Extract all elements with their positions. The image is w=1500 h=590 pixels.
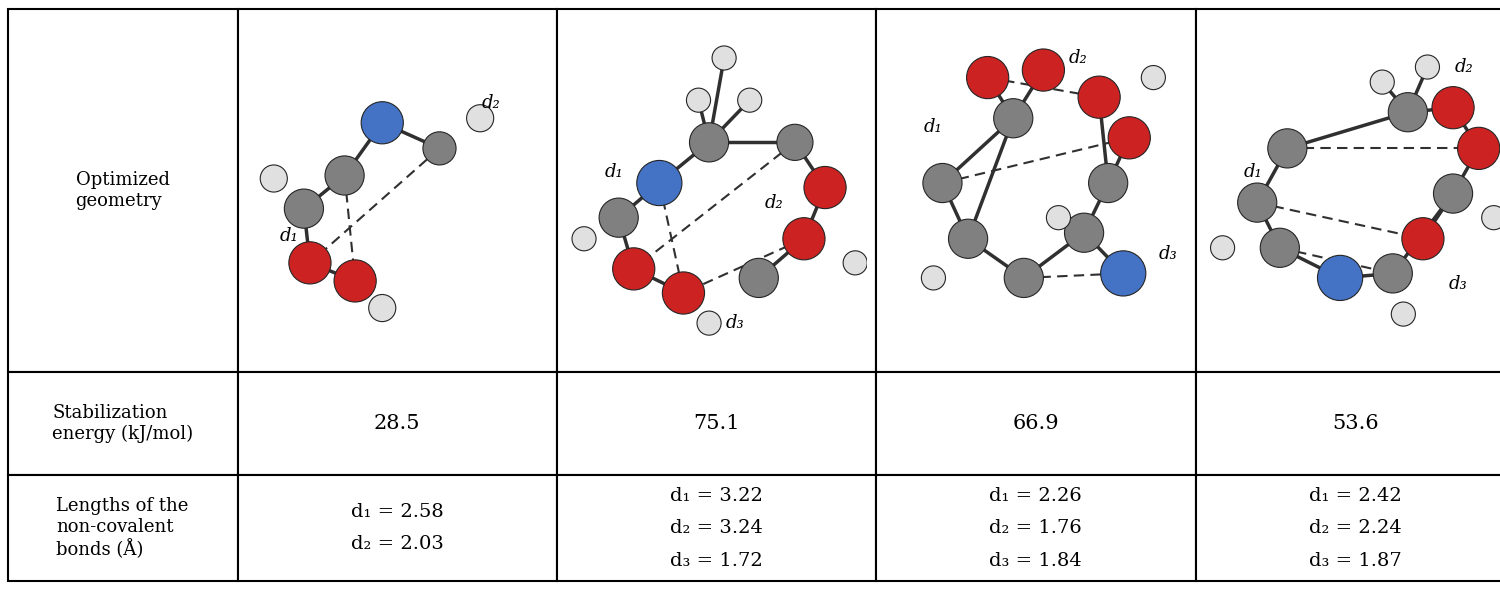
Circle shape: [1482, 206, 1500, 230]
Text: d₂ = 2.24: d₂ = 2.24: [1310, 519, 1401, 537]
Text: d₂: d₂: [765, 194, 783, 212]
Circle shape: [572, 227, 596, 251]
Text: d₁ = 2.42: d₁ = 2.42: [1310, 487, 1401, 505]
Text: d₂ = 3.24: d₂ = 3.24: [670, 519, 764, 537]
Circle shape: [1416, 55, 1440, 79]
Circle shape: [1434, 174, 1473, 213]
Text: d₁: d₁: [279, 227, 298, 245]
Circle shape: [362, 101, 404, 144]
Text: Lengths of the
non-covalent
bonds (Å): Lengths of the non-covalent bonds (Å): [57, 497, 189, 559]
Bar: [8, 372, 237, 476]
Circle shape: [1458, 127, 1500, 169]
Circle shape: [1065, 213, 1104, 253]
Text: d₃: d₃: [1160, 245, 1178, 263]
Bar: [876, 372, 1196, 476]
Text: d₃ = 1.87: d₃ = 1.87: [1310, 552, 1401, 570]
Bar: [237, 9, 556, 372]
Circle shape: [804, 166, 846, 209]
Circle shape: [369, 294, 396, 322]
Text: Stabilization
energy (kJ/mol): Stabilization energy (kJ/mol): [53, 404, 194, 443]
Text: 66.9: 66.9: [1013, 414, 1059, 433]
Circle shape: [326, 156, 364, 195]
Circle shape: [690, 123, 729, 162]
Text: d₂ = 1.76: d₂ = 1.76: [990, 519, 1082, 537]
Circle shape: [636, 160, 682, 206]
Circle shape: [843, 251, 867, 275]
Bar: [556, 372, 876, 476]
Circle shape: [1089, 163, 1128, 202]
Bar: [8, 476, 237, 581]
Bar: [1196, 476, 1500, 581]
Circle shape: [1101, 251, 1146, 296]
Circle shape: [738, 88, 762, 112]
Text: d₂: d₂: [482, 94, 500, 112]
Circle shape: [687, 88, 711, 112]
Circle shape: [993, 99, 1033, 138]
Text: d₃: d₃: [1448, 275, 1467, 293]
Bar: [556, 9, 876, 372]
Text: Optimized
geometry: Optimized geometry: [75, 171, 170, 210]
Text: d₃ = 1.84: d₃ = 1.84: [990, 552, 1082, 570]
Circle shape: [1402, 218, 1444, 260]
Text: d₁ = 2.26: d₁ = 2.26: [990, 487, 1082, 505]
Circle shape: [260, 165, 288, 192]
Circle shape: [1260, 228, 1299, 267]
Circle shape: [783, 218, 825, 260]
Circle shape: [423, 132, 456, 165]
Text: d₁ = 3.22: d₁ = 3.22: [670, 487, 764, 505]
Circle shape: [598, 198, 639, 237]
Bar: [556, 476, 876, 581]
Text: d₁: d₁: [1244, 163, 1262, 182]
Circle shape: [466, 104, 494, 132]
Text: d₁ = 2.58: d₁ = 2.58: [351, 503, 444, 521]
Circle shape: [663, 272, 705, 314]
Circle shape: [334, 260, 376, 302]
Circle shape: [1004, 258, 1044, 297]
Circle shape: [1238, 183, 1276, 222]
Circle shape: [1317, 255, 1362, 300]
Text: d₂: d₂: [1068, 49, 1088, 67]
Text: 28.5: 28.5: [374, 414, 420, 433]
Circle shape: [1432, 87, 1474, 129]
Circle shape: [285, 189, 324, 228]
Bar: [1196, 9, 1500, 372]
Circle shape: [777, 124, 813, 160]
Bar: [8, 9, 237, 372]
Text: 75.1: 75.1: [693, 414, 740, 433]
Circle shape: [966, 57, 1008, 99]
Bar: [237, 476, 556, 581]
Text: d₃ = 1.72: d₃ = 1.72: [670, 552, 764, 570]
Circle shape: [740, 258, 778, 297]
Circle shape: [1047, 206, 1071, 230]
Bar: [876, 9, 1196, 372]
Circle shape: [1210, 236, 1234, 260]
Circle shape: [948, 219, 987, 258]
Text: d₁: d₁: [924, 118, 944, 136]
Circle shape: [612, 248, 656, 290]
Circle shape: [1392, 302, 1416, 326]
Circle shape: [1389, 93, 1428, 132]
Circle shape: [1268, 129, 1306, 168]
Text: 53.6: 53.6: [1332, 414, 1378, 433]
Circle shape: [1142, 65, 1166, 90]
Circle shape: [921, 266, 945, 290]
Circle shape: [1108, 117, 1150, 159]
Text: d₃: d₃: [726, 314, 744, 332]
Bar: [1196, 372, 1500, 476]
Circle shape: [290, 242, 332, 284]
Bar: [876, 476, 1196, 581]
Text: d₂: d₂: [1454, 58, 1473, 76]
Text: d₂ = 2.03: d₂ = 2.03: [351, 536, 444, 553]
Circle shape: [1023, 49, 1065, 91]
Circle shape: [1078, 76, 1120, 118]
Circle shape: [698, 311, 721, 335]
Circle shape: [1372, 254, 1413, 293]
Text: d₁: d₁: [604, 163, 624, 182]
Bar: [237, 372, 556, 476]
Circle shape: [922, 163, 962, 202]
Circle shape: [1370, 70, 1395, 94]
Circle shape: [712, 46, 736, 70]
